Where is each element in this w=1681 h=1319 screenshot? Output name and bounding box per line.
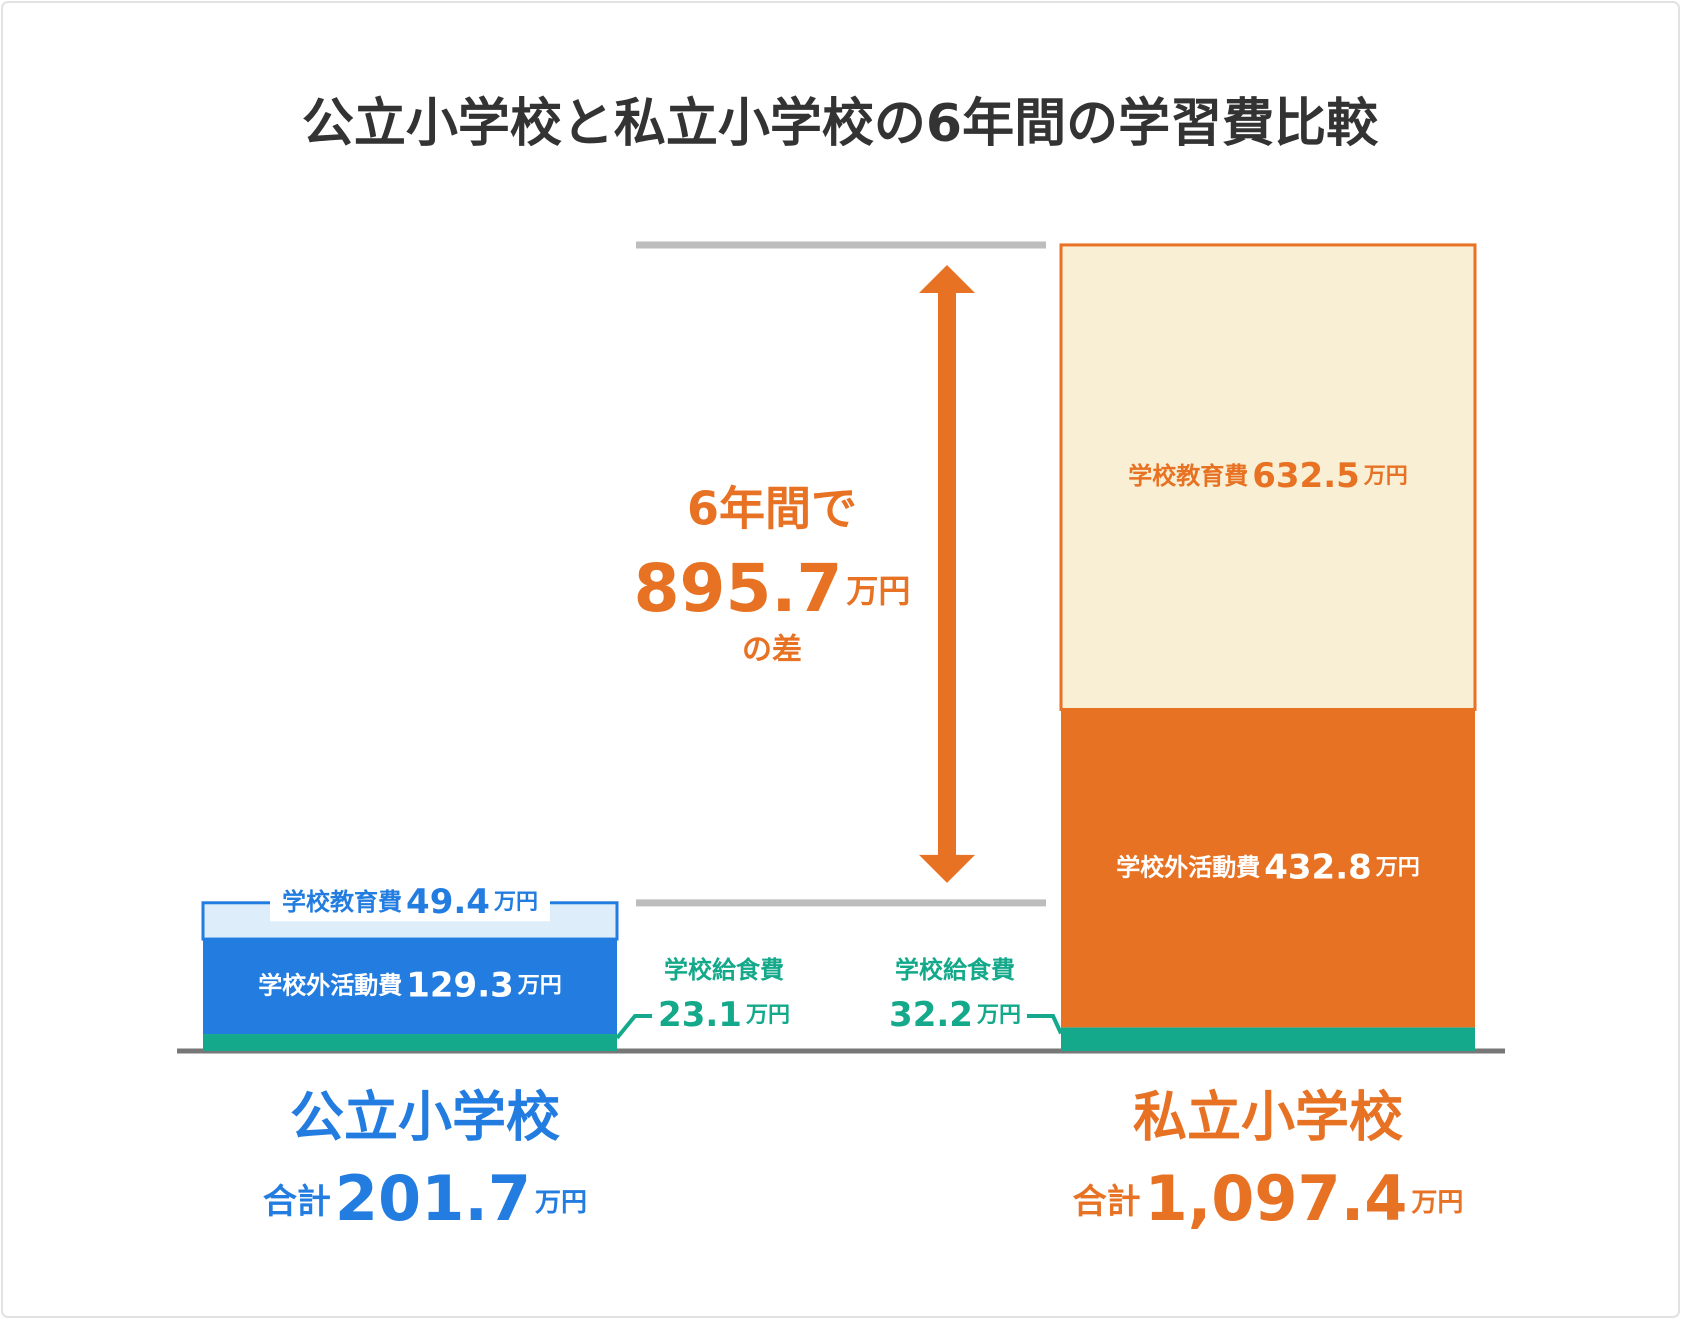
segment-unit: 万円	[517, 974, 562, 999]
segment-value: 632.5	[1252, 456, 1360, 496]
total-label: 合計201.7 万円	[263, 1162, 587, 1235]
bar-segment	[203, 1034, 617, 1051]
segment-unit: 万円	[493, 890, 538, 915]
segment-unit: 万円	[1363, 464, 1408, 489]
total-caption: 合計	[1073, 1182, 1141, 1222]
arrow-head	[919, 265, 975, 293]
bar-segment	[1061, 709, 1475, 1028]
segment-label: 学校外活動費 432.8 万円	[1116, 847, 1420, 887]
segment-value: 49.4	[406, 881, 490, 921]
bar-segment	[1061, 1027, 1475, 1051]
segment-label: 学校教育費 632.5 万円	[1128, 456, 1408, 496]
segment-unit: 万円	[745, 1003, 790, 1028]
difference-unit: 万円	[846, 572, 910, 610]
segment-name: 学校外活動費	[1116, 853, 1260, 881]
difference-caption: 6年間で	[687, 482, 857, 536]
total-unit: 万円	[535, 1188, 587, 1218]
segment-label: 学校教育費 49.4 万円	[282, 881, 538, 921]
total-label: 合計1,097.4 万円	[1073, 1162, 1464, 1235]
segment-name: 学校給食費	[895, 956, 1015, 984]
segment-value: 32.2	[889, 995, 973, 1035]
arrow-head	[919, 854, 975, 883]
difference-caption: の差	[742, 633, 802, 668]
segment-unit: 万円	[1375, 855, 1420, 880]
segment-value: 129.3	[406, 965, 514, 1005]
segment-value: 432.8	[1264, 847, 1372, 887]
segment-value: 23.1	[658, 995, 742, 1035]
total-value: 1,097.4	[1145, 1162, 1408, 1235]
segment-label: 学校外活動費 129.3 万円	[258, 965, 562, 1005]
segment-label: 学校給食費	[895, 956, 1015, 984]
bar-segment	[1059, 243, 1477, 711]
segment-name: 学校給食費	[664, 956, 784, 984]
category-label: 私立小学校	[1133, 1086, 1403, 1149]
label-background	[270, 881, 550, 922]
difference-number: 895.7	[634, 550, 843, 627]
leader-line	[615, 1014, 653, 1040]
segment-label: 23.1 万円	[658, 995, 790, 1035]
segment-label: 32.2 万円	[889, 995, 1021, 1035]
bar-segment	[203, 939, 617, 1035]
total-value: 201.7	[335, 1162, 531, 1235]
leader-line	[1026, 1014, 1063, 1035]
segment-name: 学校外活動費	[258, 972, 402, 1000]
category-label: 公立小学校	[290, 1086, 560, 1149]
total-caption: 合計	[263, 1182, 331, 1222]
segment-unit: 万円	[976, 1003, 1021, 1028]
total-unit: 万円	[1411, 1188, 1463, 1218]
segment-name: 学校教育費	[1128, 462, 1248, 490]
chart-title: 公立小学校と私立小学校の6年間の学習費比較	[302, 94, 1379, 154]
segment-label: 学校給食費	[664, 956, 784, 984]
segment-name: 学校教育費	[282, 888, 402, 916]
difference-value: 895.7 万円	[634, 550, 911, 627]
